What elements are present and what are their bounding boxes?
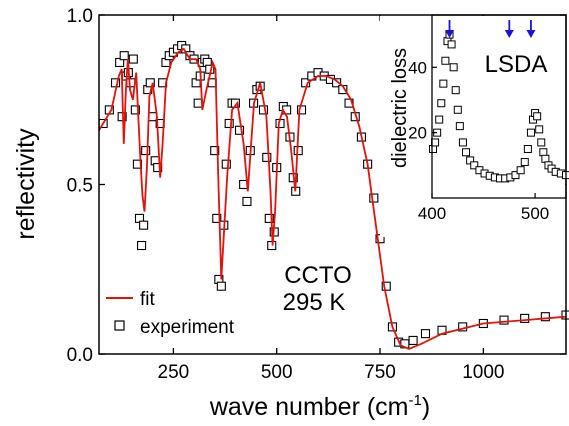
experiment-point bbox=[369, 193, 379, 203]
experiment-point bbox=[130, 105, 140, 115]
x-axis-title-main: wave number (cm bbox=[209, 393, 409, 421]
experiment-point bbox=[210, 146, 220, 156]
inset-point bbox=[455, 122, 464, 131]
inset-point bbox=[451, 86, 460, 95]
inset-point bbox=[439, 79, 448, 88]
main-ticks: 250 500 750 1000 0.0 0.5 1.0 bbox=[67, 6, 566, 383]
experiment-point bbox=[540, 312, 550, 322]
inset-ticks: 400 500 20 40 bbox=[408, 58, 549, 223]
inset-point bbox=[453, 105, 462, 114]
inset-dielectric-loss-series bbox=[429, 30, 569, 183]
temperature-label: 295 K bbox=[283, 289, 346, 316]
inset-arrows bbox=[445, 20, 536, 38]
experiment-point bbox=[258, 105, 269, 115]
inset-point bbox=[520, 158, 529, 167]
inset-point bbox=[462, 148, 471, 157]
experiment-point bbox=[216, 281, 226, 291]
experiment-point bbox=[212, 213, 222, 223]
inset-point bbox=[435, 115, 444, 124]
inset-plot: 400 500 20 40 LSDA dielectric loss bbox=[380, 14, 569, 237]
experiment-point bbox=[137, 240, 147, 251]
inset-frame bbox=[431, 14, 567, 199]
experiment-point bbox=[221, 159, 231, 169]
inset-point bbox=[441, 56, 450, 65]
inset-point bbox=[449, 63, 458, 72]
x-tick-label: 500 bbox=[261, 362, 293, 383]
x-axis-title-superscript: -1 bbox=[409, 392, 422, 409]
inset-lsda-label: LSDA bbox=[485, 51, 548, 78]
inset-point bbox=[447, 40, 456, 49]
experiment-point bbox=[381, 281, 391, 291]
inset-point bbox=[466, 156, 475, 165]
material-label: CCTO bbox=[284, 262, 352, 289]
inset-y-tick-label: 20 bbox=[408, 124, 427, 143]
experiment-point bbox=[499, 315, 509, 325]
experiment-point bbox=[139, 220, 149, 230]
legend-experiment-label: experiment bbox=[140, 317, 235, 338]
inset-point bbox=[458, 138, 467, 147]
inset-y-tick-label: 40 bbox=[408, 58, 427, 77]
y-axis-title: reflectivity bbox=[12, 128, 40, 240]
legend: fit experiment bbox=[106, 289, 235, 338]
inset-point bbox=[533, 112, 542, 121]
experiment-point bbox=[119, 51, 129, 61]
lsda-arrow-head-icon bbox=[526, 30, 536, 38]
inset-y-axis-title: dielectric loss bbox=[389, 48, 411, 168]
experiment-point bbox=[126, 78, 136, 88]
experiment-point bbox=[520, 313, 530, 323]
experiment-point bbox=[242, 196, 252, 206]
legend-experiment-swatch bbox=[114, 320, 125, 331]
experiment-point bbox=[148, 112, 158, 122]
x-axis-title: wave number (cm-1) bbox=[209, 392, 430, 421]
inset-point bbox=[429, 144, 438, 153]
inset-point bbox=[526, 128, 535, 137]
lsda-arrow-head-icon bbox=[445, 30, 455, 38]
experiment-point bbox=[420, 329, 431, 339]
experiment-point bbox=[264, 213, 274, 223]
inset-point bbox=[470, 161, 479, 170]
lsda-arrow-head-icon bbox=[504, 30, 514, 38]
y-tick-label: 1.0 bbox=[67, 6, 93, 27]
inset-x-tick-label: 400 bbox=[418, 204, 446, 223]
inset-point bbox=[511, 171, 520, 180]
y-tick-label: 0.0 bbox=[67, 345, 93, 366]
inset-background bbox=[380, 16, 565, 237]
y-tick-label: 0.5 bbox=[67, 176, 93, 197]
experiment-point bbox=[224, 118, 234, 129]
inset-point bbox=[539, 148, 548, 157]
inset-point bbox=[437, 99, 446, 108]
x-axis-title-end: ) bbox=[422, 393, 430, 421]
inset-point bbox=[516, 166, 525, 175]
experiment-point bbox=[128, 54, 138, 64]
legend-fit-label: fit bbox=[140, 289, 156, 310]
experiment-point bbox=[234, 125, 245, 135]
experiment-point bbox=[262, 152, 272, 162]
experiment-point bbox=[408, 335, 418, 345]
experiment-point bbox=[145, 78, 155, 88]
x-tick-label: 1000 bbox=[462, 362, 504, 383]
inset-point bbox=[537, 138, 546, 147]
experiment-point bbox=[332, 78, 342, 88]
inset-point bbox=[541, 154, 550, 163]
inset-point bbox=[523, 144, 532, 153]
inset-x-tick-label: 500 bbox=[521, 204, 549, 223]
x-tick-label: 250 bbox=[158, 362, 190, 383]
fit-series-line bbox=[98, 47, 567, 350]
x-tick-label: 750 bbox=[364, 362, 396, 383]
inset-point bbox=[535, 125, 544, 134]
main-plot: 250 500 750 1000 0.0 0.5 1.0 bbox=[67, 6, 569, 383]
experiment-point bbox=[141, 146, 151, 156]
